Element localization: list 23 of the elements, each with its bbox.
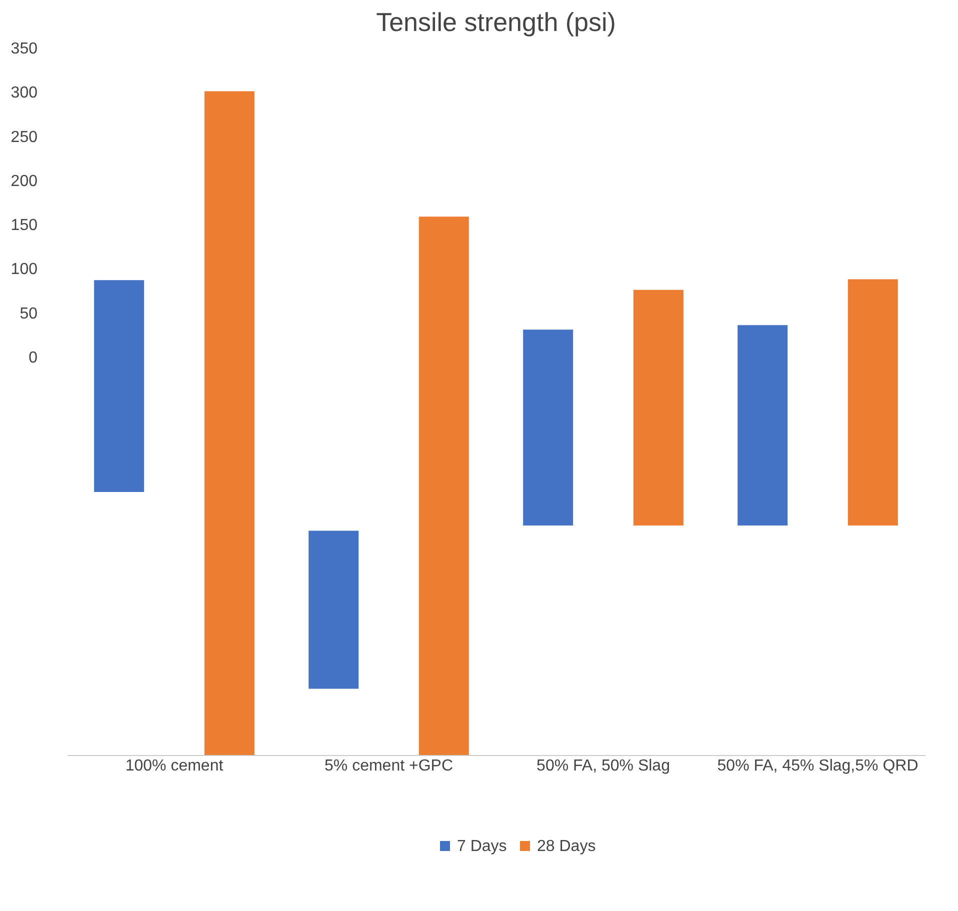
- y-tick-label: 200: [10, 172, 38, 190]
- bar: [738, 325, 788, 526]
- x-tick-label: 100% cement: [125, 758, 224, 774]
- y-tick-label: 100: [10, 261, 38, 278]
- y-tick-label: 50: [20, 305, 38, 322]
- y-tick-label: 150: [10, 217, 38, 234]
- y-tick-label: 250: [10, 128, 38, 146]
- legend-label: 7 Days: [457, 838, 507, 855]
- x-tick-label: 5% cement +GPC: [324, 758, 453, 774]
- chart-title: Tensile strength (psi): [376, 7, 616, 37]
- bar: [633, 290, 684, 526]
- y-tick-label: 350: [10, 40, 38, 58]
- legend-label: 28 Days: [537, 838, 596, 855]
- x-tick-label: 50% FA, 45% Slag,5% QRD: [717, 758, 918, 774]
- bar: [848, 279, 898, 526]
- y-tick-label: 300: [10, 84, 38, 102]
- bar: [94, 280, 144, 492]
- bar: [418, 216, 469, 755]
- y-tick-label: 0: [28, 349, 38, 366]
- bar: [204, 91, 254, 755]
- bar: [308, 530, 359, 689]
- bar: [523, 330, 574, 526]
- x-tick-label: 50% FA, 50% Slag: [536, 758, 670, 774]
